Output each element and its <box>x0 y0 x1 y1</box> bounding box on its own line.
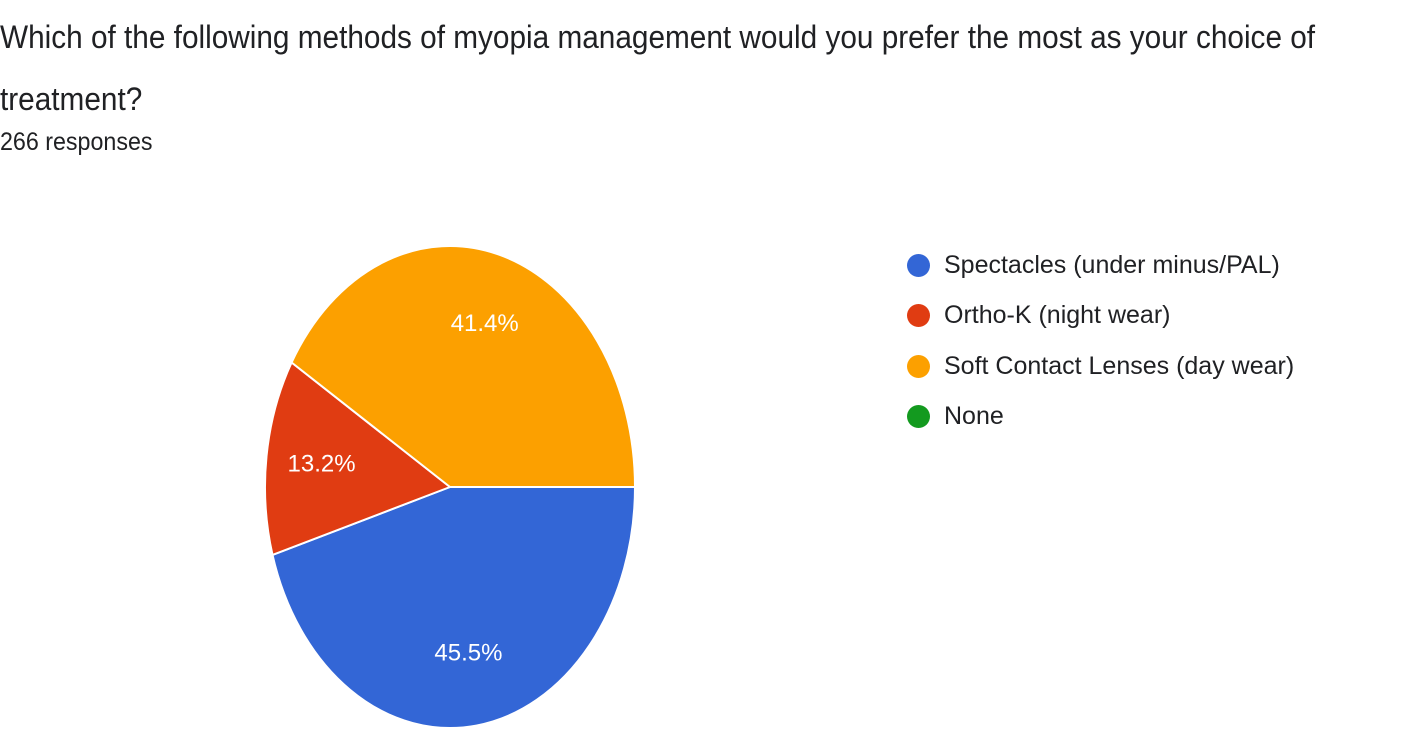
legend-swatch-spectacles <box>907 253 930 277</box>
pie-label-soft-contact-lenses-day-wear: 41.4% <box>451 310 519 337</box>
legend-label-none: None <box>944 402 1004 431</box>
chart-title: Which of the following methods of myopia… <box>0 19 1316 117</box>
legend-item-none[interactable]: None <box>907 392 1294 443</box>
pie-slice-spectacles-under-minus-pal[interactable] <box>271 486 637 729</box>
response-count: 266 responses <box>0 128 153 156</box>
legend-swatch-soft-contact-lenses <box>907 354 930 378</box>
legend-item-soft-contact-lenses[interactable]: Soft Contact Lenses (day wear) <box>907 341 1294 392</box>
chart-legend: Spectacles (under minus/PAL) Ortho-K (ni… <box>907 240 1294 442</box>
legend-label-ortho-k: Ortho-K (night wear) <box>944 301 1171 330</box>
pie-label-ortho-k-night-wear: 13.2% <box>288 451 356 478</box>
legend-swatch-none <box>907 405 930 429</box>
legend-item-spectacles[interactable]: Spectacles (under minus/PAL) <box>907 240 1294 291</box>
legend-item-ortho-k[interactable]: Ortho-K (night wear) <box>907 291 1294 342</box>
legend-label-spectacles: Spectacles (under minus/PAL) <box>944 250 1280 279</box>
pie-slice-ortho-k-night-wear[interactable] <box>264 360 453 557</box>
legend-label-soft-contact-lenses: Soft Contact Lenses (day wear) <box>944 351 1295 380</box>
legend-swatch-ortho-k <box>907 304 930 328</box>
pie-label-spectacles-under-minus-pal: 45.5% <box>434 639 502 666</box>
pie-slice-soft-contact-lenses-day-wear[interactable] <box>290 245 637 488</box>
